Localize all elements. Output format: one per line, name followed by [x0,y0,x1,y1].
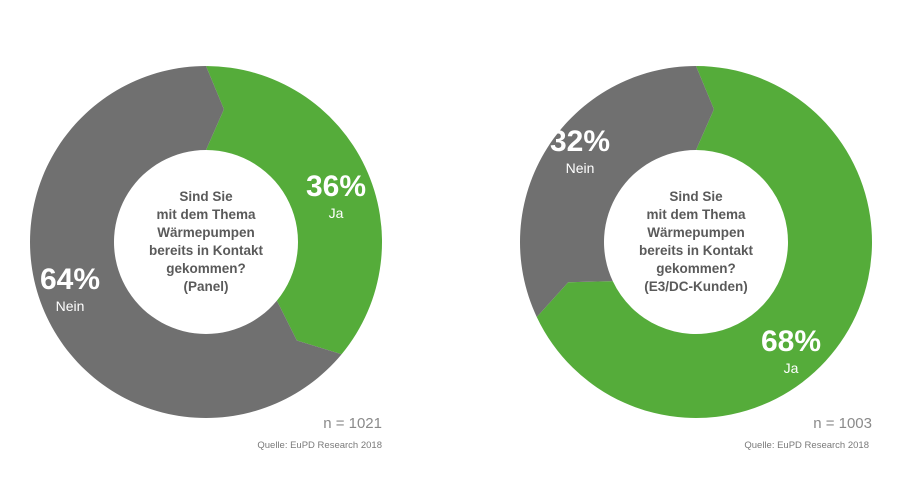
question-line: mit dem Thema [646,207,746,222]
slice-value-ja: 68% [760,325,822,358]
slice-category-ja: Ja [783,360,799,376]
center-question: Sind Sie mit dem Thema Wärmepumpen berei… [121,188,291,296]
chart-panel-panel: Sind Sie mit dem Thema Wärmepumpen berei… [10,66,396,451]
slice-category-nein: Nein [565,160,595,176]
question-line: Sind Sie [179,189,233,204]
slice-ja [206,66,383,355]
slice-nein [30,66,342,418]
question-line: (E3/DC-Kunden) [644,279,748,294]
question-line: bereits in Kontakt [148,243,264,258]
source-note: Quelle: EuPD Research 2018 [744,440,869,451]
slice-value-nein: 64% [39,263,101,296]
question-line: Wärmepumpen [157,225,255,240]
sample-size: n = 1021 [323,415,382,432]
slice-label-ja: 36% Ja [276,170,396,222]
question-line: (Panel) [183,279,229,294]
donut-chart-panel [30,66,383,418]
question-line: Wärmepumpen [647,225,745,240]
question-line: bereits in Kontakt [638,243,754,258]
center-question: Sind Sie mit dem Thema Wärmepumpen berei… [611,188,781,296]
question-line: mit dem Thema [156,207,256,222]
slice-category-nein: Nein [55,298,85,314]
slice-value-ja: 36% [305,170,367,203]
slice-label-nein: 64% Nein [10,263,130,315]
slice-label-ja: 68% Ja [731,325,851,377]
sample-size: n = 1003 [813,415,872,432]
chart-panel-customers: Sind Sie mit dem Thema Wärmepumpen berei… [450,0,900,480]
slice-value-nein: 32% [549,125,611,158]
question-line: Sind Sie [669,189,723,204]
question-line: gekommen? [656,261,736,276]
slice-ja [536,66,872,418]
donut-chart-customers [519,66,872,418]
slice-category-ja: Ja [328,205,344,221]
slice-label-nein: 32% Nein [520,125,640,177]
question-line: gekommen? [166,261,246,276]
source-note: Quelle: EuPD Research 2018 [257,440,382,451]
slice-nein [519,66,714,317]
